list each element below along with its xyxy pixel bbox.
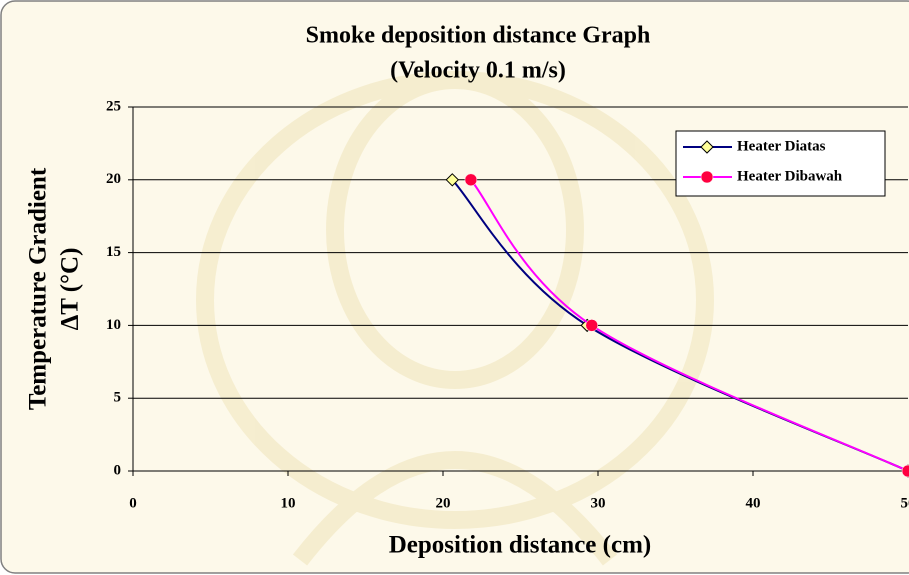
y-tick-label: 15 [106, 244, 121, 260]
y-tick-label: 10 [106, 317, 121, 333]
page: {"chart_data": { "type": "line", "title"… [0, 0, 909, 575]
x-tick-label: 30 [591, 495, 606, 511]
x-tick-label: 50 [901, 495, 909, 511]
x-tick-label: 0 [129, 495, 137, 511]
legend: Heater Diatas Heater Dibawah [676, 131, 885, 196]
chart-subtitle: (Velocity 0.1 m/s) [390, 58, 566, 84]
y-tick-label: 25 [106, 98, 121, 114]
x-axis-title: Deposition distance (cm) [389, 532, 651, 559]
chart: Smoke deposition distance Graph (Velocit… [0, 0, 909, 575]
legend-label: Heater Diatas [737, 138, 826, 154]
marker [586, 319, 598, 331]
x-tick-label: 40 [746, 495, 761, 511]
y-axis-title: ΔT (°C) [57, 248, 84, 331]
legend-label: Heater Dibawah [737, 168, 843, 184]
y-axis-title: Temperature Gradient [25, 167, 52, 410]
x-tick-label: 20 [436, 495, 451, 511]
x-tick-label: 10 [281, 495, 296, 511]
chart-title: Smoke deposition distance Graph [306, 23, 651, 49]
y-tick-label: 20 [106, 171, 121, 187]
y-tick-label: 5 [114, 390, 122, 406]
y-tick-label: 0 [114, 462, 122, 478]
marker [701, 171, 713, 183]
marker [465, 174, 477, 186]
